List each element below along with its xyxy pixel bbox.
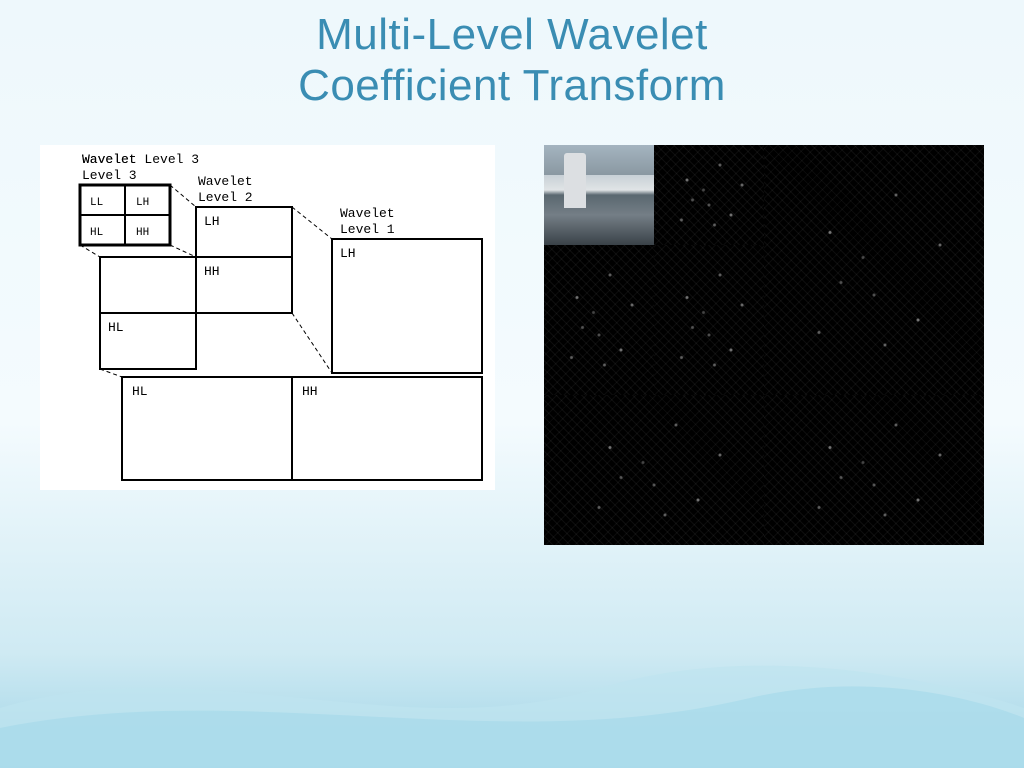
example-l1-hh	[764, 395, 984, 545]
content-row: Wavelet Level 3 Wavelet Level 3 LL LH HL…	[40, 145, 984, 545]
example-l1-hl	[544, 395, 764, 545]
example-source-image	[544, 145, 654, 245]
l2-HL: HL	[108, 320, 124, 335]
level2-label-a: Wavelet	[198, 174, 253, 189]
dash-2	[170, 245, 196, 257]
dash-5	[292, 313, 332, 373]
wavelet-example-grid	[544, 145, 984, 545]
example-l1-lh	[764, 145, 984, 395]
l2-blank-box	[100, 257, 196, 313]
title-line-2: Coefficient Transform	[298, 61, 726, 110]
level1-label-a: Wavelet	[340, 206, 395, 221]
title-line-1: Multi-Level Wavelet	[316, 10, 708, 59]
l2-LH: LH	[204, 214, 220, 229]
l1-HH: HH	[302, 384, 318, 399]
l3-HL: HL	[90, 227, 103, 239]
l3-HH: HH	[136, 227, 149, 239]
dash-6	[100, 369, 122, 377]
l1-LH: LH	[340, 246, 356, 261]
dash-3	[170, 185, 196, 207]
example-l2-hl	[544, 245, 654, 395]
example-l2-hh	[654, 245, 764, 395]
wavelet-diagram-panel: Wavelet Level 3 Wavelet Level 3 LL LH HL…	[40, 145, 495, 490]
l2-HH: HH	[204, 264, 220, 279]
l3-LL: LL	[90, 197, 103, 209]
level3-label-a: Wavelet	[82, 152, 137, 167]
level1-label-b: Level 1	[340, 222, 395, 237]
l1-HL: HL	[132, 384, 148, 399]
l3-LH: LH	[136, 197, 149, 209]
level2-label-b: Level 2	[198, 190, 253, 205]
example-l2-lh	[654, 145, 764, 245]
dash-1	[80, 245, 100, 257]
slide-title: Multi-Level Wavelet Coefficient Transfor…	[0, 0, 1024, 111]
wavelet-diagram-svg: Wavelet Level 3 Wavelet Level 3 LL LH HL…	[40, 145, 495, 490]
level3-label-b: Level 3	[82, 168, 137, 183]
l1-HH-box	[292, 377, 482, 480]
dash-4	[292, 207, 332, 239]
decorative-wave	[0, 588, 1024, 768]
